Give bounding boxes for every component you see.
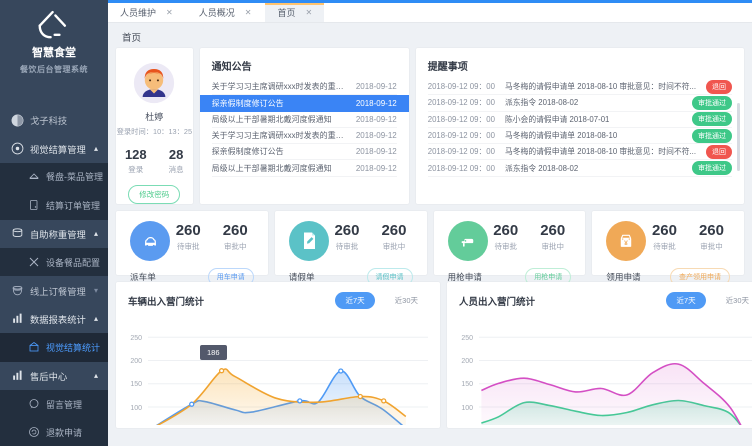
svg-text:250: 250	[461, 335, 473, 342]
svg-text:100: 100	[130, 405, 142, 412]
svg-text:250: 250	[130, 335, 142, 342]
svg-text:150: 150	[461, 381, 473, 388]
svg-text:150: 150	[130, 381, 142, 388]
svg-text:¥: ¥	[624, 240, 628, 247]
svg-text:200: 200	[130, 358, 142, 365]
svg-text:200: 200	[461, 358, 473, 365]
svg-text:100: 100	[461, 405, 473, 412]
